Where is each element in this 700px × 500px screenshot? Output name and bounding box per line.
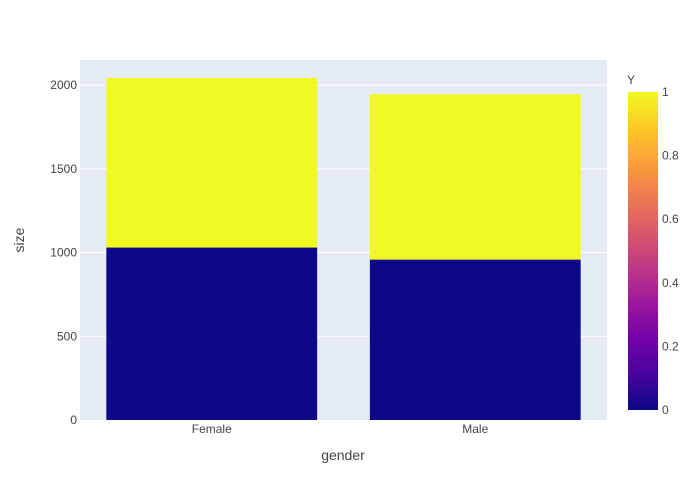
colorbar-tick-label: 0.6 <box>662 212 679 226</box>
bars <box>106 77 581 420</box>
colorbar-tick-label: 0.8 <box>662 149 679 163</box>
x-tick-labels: Female Male <box>192 422 489 436</box>
colorbar: Y 0 0.2 0.4 0.6 0.8 1 <box>627 73 679 417</box>
colorbar-tick-label: 0.2 <box>662 339 679 353</box>
y-tick-label: 500 <box>57 329 77 343</box>
bar-female-y0[interactable] <box>106 247 318 420</box>
bar-female-y1[interactable] <box>106 77 318 248</box>
x-tick-label: Male <box>462 422 488 436</box>
colorbar-tick-labels: 0 0.2 0.4 0.6 0.8 1 <box>662 85 679 417</box>
y-tick-label: 1000 <box>50 246 77 260</box>
bar-male-y1[interactable] <box>369 94 581 260</box>
x-tick-label: Female <box>192 422 232 436</box>
colorbar-title: Y <box>627 73 635 87</box>
y-tick-label: 2000 <box>50 78 77 92</box>
y-tick-labels: 0 500 1000 1500 2000 <box>50 78 77 427</box>
bar-male-y0[interactable] <box>369 259 581 420</box>
y-tick-label: 0 <box>70 413 77 427</box>
y-axis-title: size <box>11 227 27 252</box>
colorbar-tick-label: 1 <box>662 85 669 99</box>
colorbar-tick-label: 0 <box>662 403 669 417</box>
colorbar-tick-label: 0.4 <box>662 276 679 290</box>
colorbar-gradient <box>628 92 658 410</box>
y-tick-label: 1500 <box>50 162 77 176</box>
x-axis-title: gender <box>321 447 365 463</box>
